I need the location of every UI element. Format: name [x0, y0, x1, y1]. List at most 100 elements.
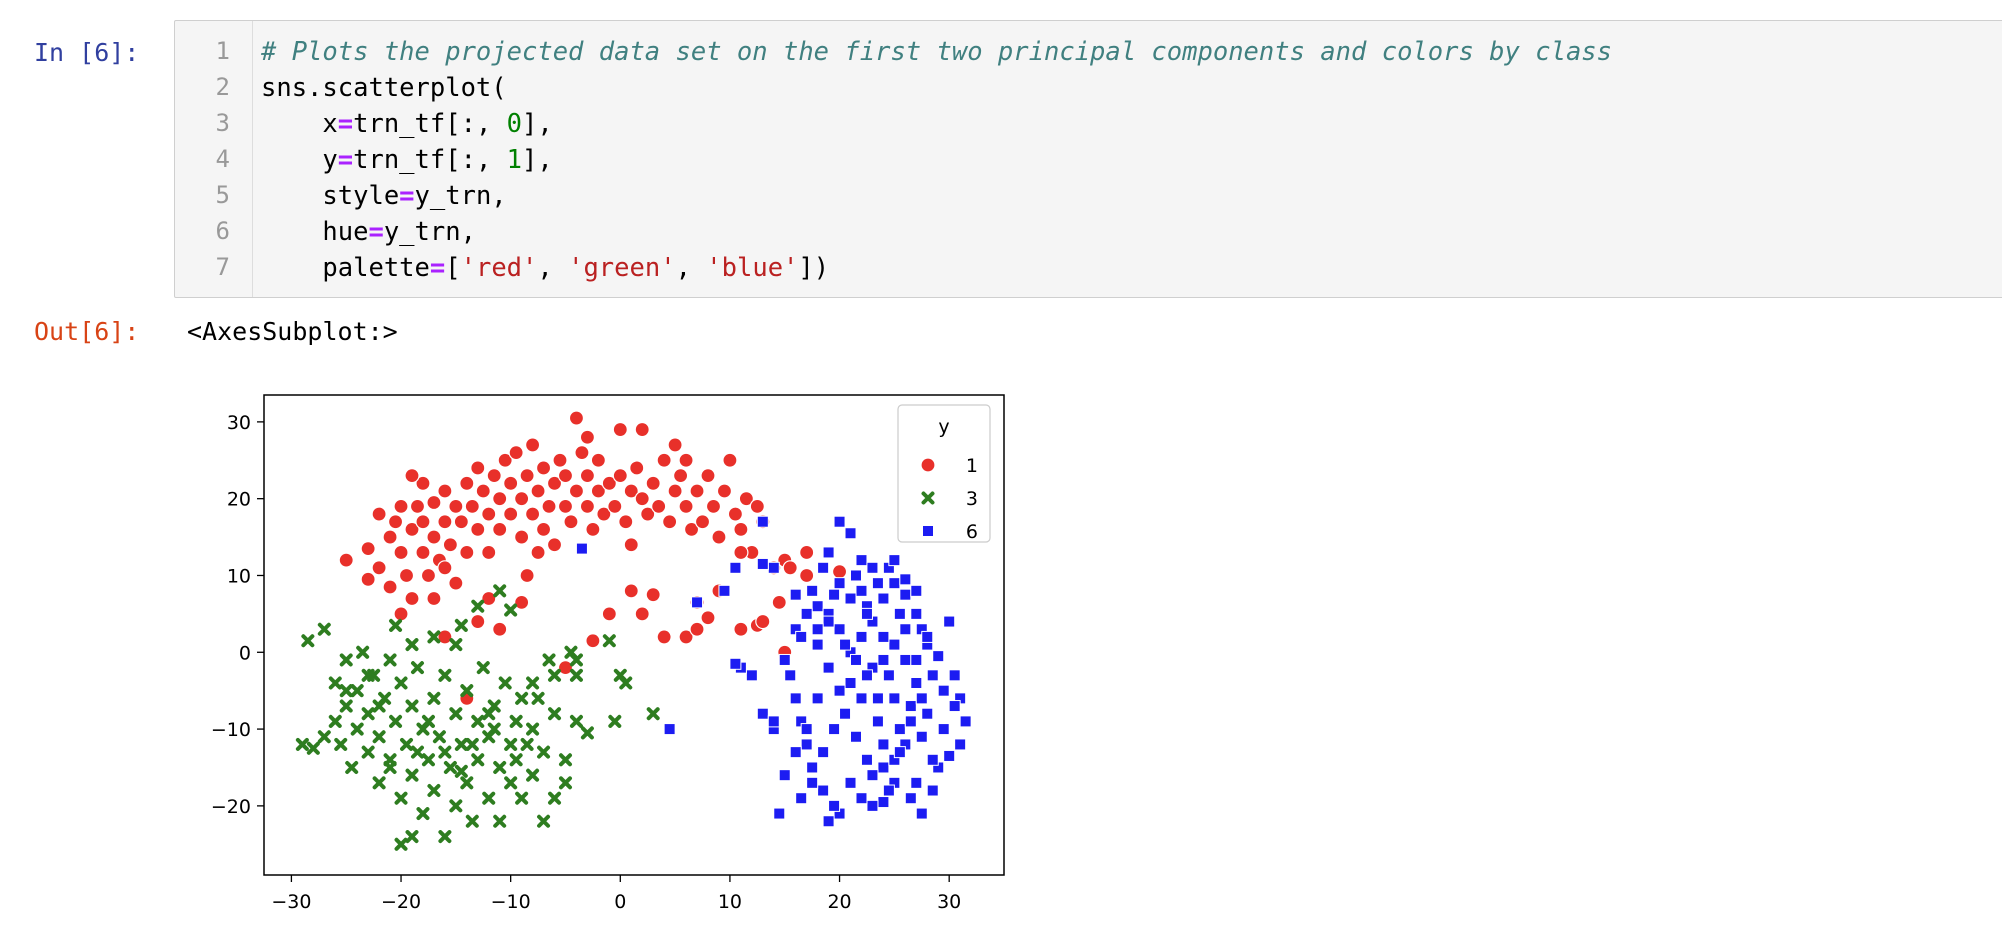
y-tick-label: 20	[227, 489, 251, 511]
code-token: =	[429, 253, 446, 283]
data-point-3	[487, 722, 501, 736]
code-token: y	[261, 145, 338, 175]
data-point-3	[602, 634, 616, 648]
data-point-3	[476, 661, 490, 675]
data-point-1	[459, 544, 475, 561]
data-point-6	[800, 723, 813, 736]
data-point-6	[828, 588, 841, 601]
data-point-1	[426, 494, 442, 511]
data-point-1	[382, 529, 398, 545]
data-point-6	[877, 738, 890, 751]
data-point-1	[612, 421, 628, 438]
data-point-1	[338, 552, 354, 568]
data-point-1	[579, 498, 596, 514]
data-point-6	[921, 707, 934, 720]
data-point-1	[393, 606, 409, 622]
data-point-1	[563, 514, 579, 530]
data-point-1	[667, 483, 683, 499]
data-point-1	[437, 560, 453, 576]
data-point-6	[937, 723, 950, 736]
scatter-plot: −30 −20 −10 0 10 20 30 −20 −10 0 10 20 30 y1 3 6	[211, 394, 1005, 913]
line-number: 2	[215, 73, 230, 101]
data-point-6	[910, 584, 923, 597]
data-point-3	[394, 791, 408, 805]
data-point-1	[514, 594, 530, 610]
data-point-1	[623, 583, 639, 599]
data-point-1	[640, 506, 656, 522]
data-point-6	[855, 584, 868, 597]
data-point-3	[580, 726, 594, 740]
data-point-6	[811, 638, 824, 651]
data-point-3	[449, 707, 463, 721]
x-tick-label: −30	[271, 891, 311, 913]
data-point-6	[910, 653, 923, 666]
data-point-1	[481, 506, 497, 522]
data-point-3	[460, 684, 474, 698]
data-point-1	[530, 483, 546, 499]
data-point-6	[833, 684, 846, 697]
data-point-6	[871, 577, 884, 590]
data-point-1	[382, 579, 398, 595]
data-point-3	[328, 676, 342, 690]
legend-label: 3	[966, 488, 978, 510]
data-point-1	[629, 460, 645, 476]
data-point-1	[579, 429, 596, 445]
y-tick-label: 30	[227, 412, 251, 434]
data-point-6	[899, 623, 912, 636]
data-point-1	[459, 475, 475, 491]
code-token: =	[368, 217, 384, 247]
code-token: trn_tf[:,	[353, 109, 507, 139]
data-point-1	[481, 590, 497, 607]
code-token: y_trn,	[383, 217, 476, 247]
data-point-3	[482, 707, 496, 721]
data-point-3	[295, 737, 309, 751]
data-point-3	[383, 653, 397, 667]
data-point-6	[806, 584, 819, 597]
data-point-3	[482, 791, 496, 805]
data-point-1	[393, 498, 409, 514]
data-point-1	[519, 468, 535, 484]
data-point-6	[877, 761, 890, 774]
data-point-3	[509, 753, 523, 767]
data-point-6	[811, 692, 824, 705]
code-cell-input[interactable]: 1 2 3 4 5 6 7 # Plots the projected data set o…	[174, 20, 2002, 298]
data-point-3	[339, 684, 353, 698]
data-point-3	[515, 691, 529, 705]
code-token: [	[445, 253, 461, 283]
data-point-1	[689, 621, 705, 637]
legend-marker	[920, 457, 936, 473]
data-point-3	[350, 722, 364, 736]
code-token: 'red'	[460, 253, 538, 283]
data-point-6	[839, 638, 852, 651]
legend-marker	[921, 491, 935, 505]
data-point-3	[394, 676, 408, 690]
data-point-6	[877, 592, 890, 605]
data-point-6	[828, 799, 841, 812]
data-point-3	[389, 714, 403, 728]
data-point-6	[860, 669, 873, 682]
data-point-1	[733, 621, 749, 637]
data-point-1	[492, 521, 508, 537]
data-point-6	[893, 746, 906, 759]
data-point-6	[910, 776, 923, 789]
data-point-3	[328, 714, 342, 728]
data-point-1	[530, 544, 546, 561]
code-token: 'blue'	[706, 253, 799, 283]
data-point-6	[756, 707, 769, 720]
data-point-1	[437, 483, 453, 499]
data-point-3	[361, 745, 375, 759]
data-point-1	[360, 571, 376, 587]
data-point-1	[716, 483, 733, 499]
code-token: hue	[261, 217, 369, 247]
data-point-1	[623, 537, 639, 553]
data-point-1	[585, 521, 601, 537]
data-point-1	[689, 483, 705, 499]
data-point-1	[393, 544, 409, 561]
data-point-1	[700, 610, 716, 626]
data-point-3	[394, 837, 408, 851]
data-point-3	[334, 737, 348, 751]
data-point-1	[568, 483, 585, 499]
code-token: palette	[261, 253, 430, 283]
data-point-3	[504, 776, 518, 790]
data-point-6	[806, 776, 819, 789]
